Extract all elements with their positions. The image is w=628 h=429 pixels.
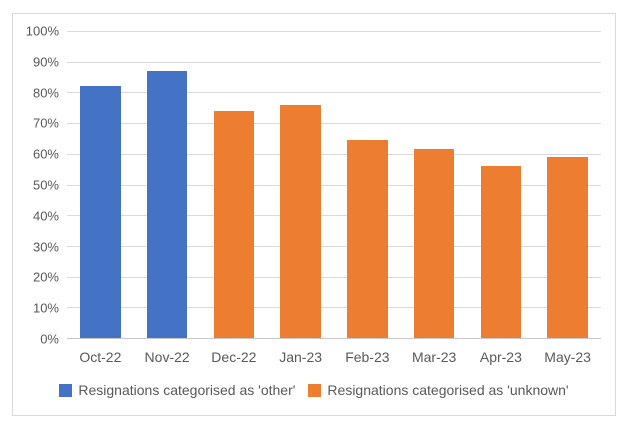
legend-swatch-other-icon [59, 383, 73, 397]
bar-slot [334, 31, 401, 338]
bar-slot [67, 31, 134, 338]
bar-apr-23 [480, 166, 522, 338]
x-axis-label: Mar-23 [411, 349, 457, 365]
legend-label-other: Resignations categorised as 'other' [78, 382, 296, 398]
y-tick-label: 70% [32, 115, 59, 131]
x-axis-label: May-23 [544, 349, 591, 365]
y-tick-label: 80% [32, 85, 59, 101]
gridline [67, 215, 601, 217]
y-tick-label: 40% [32, 208, 59, 224]
x-axis: Oct-22 Nov-22 Dec-22 Jan-23 Feb-23 Mar-23 Apr-… [67, 347, 601, 367]
y-tick-label: 0% [40, 331, 59, 347]
y-tick-label: 100% [25, 23, 59, 39]
x-axis-label: Nov-22 [144, 349, 190, 365]
bar-oct-22 [80, 86, 121, 338]
bar-mar-23 [413, 149, 455, 338]
gridline [67, 123, 601, 125]
plot-area [67, 31, 601, 339]
bar-slot [468, 31, 535, 338]
bar-nov-22 [146, 70, 188, 338]
legend-item-unknown: Resignations categorised as 'unknown' [308, 382, 569, 398]
bar-feb-23 [347, 140, 388, 338]
bar-slot [201, 31, 268, 338]
bar-slot [134, 31, 201, 338]
y-tick-label: 90% [32, 54, 59, 70]
bar-jan-23 [280, 104, 321, 338]
gridline [67, 184, 601, 186]
gridline [67, 307, 601, 309]
gridline [67, 61, 601, 63]
y-tick-label: 60% [32, 146, 59, 162]
x-axis-label: Dec-22 [211, 349, 257, 365]
legend-item-other: Resignations categorised as 'other' [59, 382, 295, 398]
bar-slot [267, 31, 334, 338]
x-axis-label: Oct-22 [79, 349, 122, 365]
bar-slot [534, 31, 601, 338]
x-axis-label: Apr-23 [479, 349, 522, 365]
bar-dec-22 [213, 110, 255, 338]
y-axis: 0% 10% 20% 30% 40% 50% 60% 70% 80% 90% 100% [13, 24, 59, 347]
gridline [67, 153, 601, 155]
gridline [67, 276, 601, 278]
chart-frame: 0% 10% 20% 30% 40% 50% 60% 70% 80% 90% 100% Oct-22… [12, 13, 616, 416]
x-axis-label: Jan-23 [279, 349, 323, 365]
y-tick-label: 30% [32, 239, 59, 255]
x-axis-label: Feb-23 [345, 349, 390, 365]
legend-swatch-unknown-icon [308, 383, 322, 397]
bar-series [67, 31, 601, 338]
y-tick-label: 10% [32, 300, 59, 316]
gridline [67, 92, 601, 94]
legend-label-unknown: Resignations categorised as 'unknown' [327, 382, 569, 398]
y-tick-label: 20% [32, 269, 59, 285]
y-tick-label: 50% [32, 177, 59, 193]
bar-slot [401, 31, 468, 338]
legend: Resignations categorised as 'other' Resi… [13, 380, 615, 400]
bar-may-23 [547, 156, 588, 338]
gridline [67, 245, 601, 247]
gridline [67, 31, 601, 32]
